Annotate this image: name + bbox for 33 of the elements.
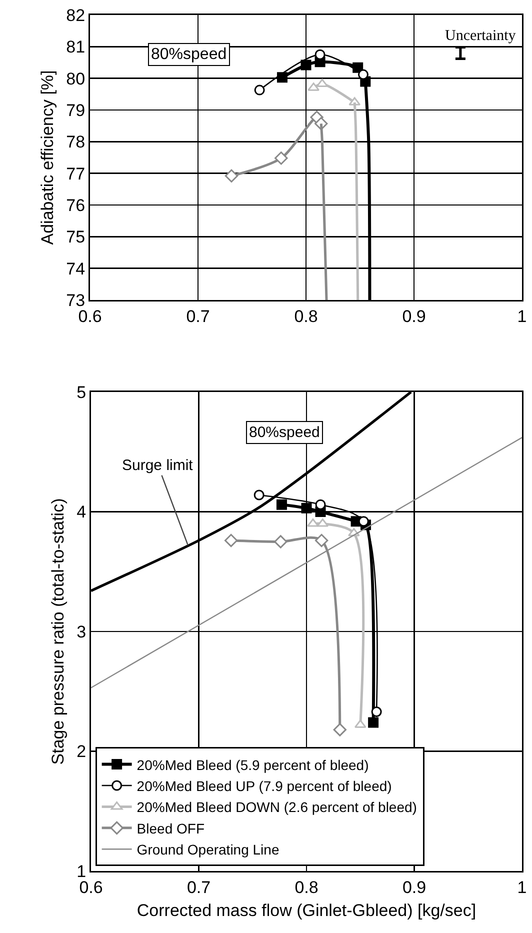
y-tick-label: 5	[76, 382, 86, 402]
x-tick-label: 1	[517, 306, 527, 326]
x-tick-label: 0.9	[402, 306, 426, 326]
y-tick-label: 2	[76, 742, 86, 762]
annotation: Surge limit	[122, 457, 194, 474]
legend-label: 20%Med Bleed UP (7.9 percent of bleed)	[136, 778, 392, 794]
y-tick-label: 80	[66, 69, 86, 88]
y-tick-label: 78	[66, 132, 86, 152]
x-tick-label: 0.9	[402, 878, 426, 897]
x-tick-label: 0.7	[186, 878, 211, 897]
y-tick-label: 3	[76, 622, 86, 642]
y-axis-title: Adiabatic efficiency [%]	[38, 70, 57, 245]
x-axis-title: Corrected mass flow (Ginlet-Gbleed) [kg/sec]	[136, 901, 476, 920]
x-tick-label: 0.7	[186, 306, 210, 326]
y-tick-label: 4	[76, 502, 86, 522]
legend-label: Ground Operating Line	[136, 842, 280, 858]
y-tick-label: 79	[66, 100, 86, 120]
annotation: 80%speed	[249, 424, 320, 441]
legend-label: 20%Med Bleed DOWN (2.6 percent of bleed)	[136, 799, 417, 816]
x-tick-label: 0.8	[294, 878, 318, 897]
y-tick-label: 82	[66, 6, 86, 25]
legend-label: 20%Med Bleed (5.9 percent of bleed)	[136, 756, 369, 773]
annotation: Uncertainty	[445, 28, 516, 44]
y-tick-label: 76	[66, 196, 86, 215]
annotation: 80%speed	[151, 46, 227, 63]
y-tick-label: 81	[66, 38, 86, 57]
y-tick-label: 77	[66, 164, 86, 184]
y-tick-label: 74	[66, 259, 86, 278]
y-tick-label: 75	[66, 228, 86, 247]
x-tick-label: 1	[517, 878, 527, 897]
legend-label: Bleed OFF	[136, 820, 205, 836]
x-tick-label: 0.8	[294, 306, 318, 326]
y-axis-title: Stage pressure ratio (total-to-static)	[48, 498, 68, 765]
